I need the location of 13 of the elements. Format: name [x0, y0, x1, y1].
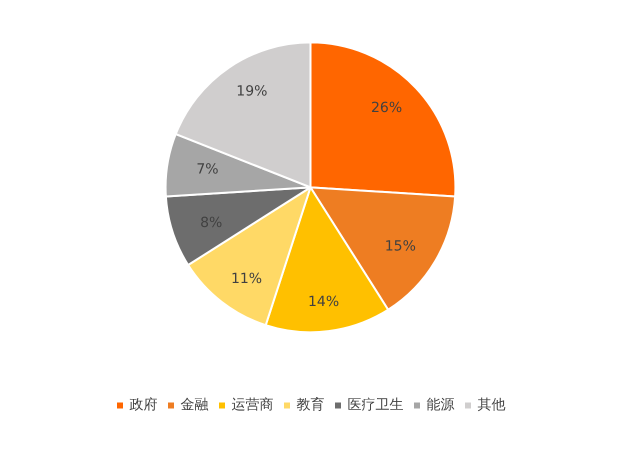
data-label: 19%: [236, 84, 268, 100]
data-label: 7%: [196, 161, 219, 178]
legend-label: 能源: [426, 396, 454, 414]
data-label: 14%: [308, 294, 340, 310]
legend-label: 运营商: [232, 396, 274, 414]
legend-label: 教育: [296, 396, 324, 414]
data-label: 26%: [371, 100, 402, 116]
legend-label: 金融: [180, 396, 208, 414]
legend-label: 其他: [478, 396, 506, 414]
data-label: 15%: [384, 238, 416, 254]
legend-label: 医疗卫生: [348, 396, 404, 414]
data-label: 11%: [230, 270, 262, 287]
legend-label: 政府: [130, 396, 158, 414]
